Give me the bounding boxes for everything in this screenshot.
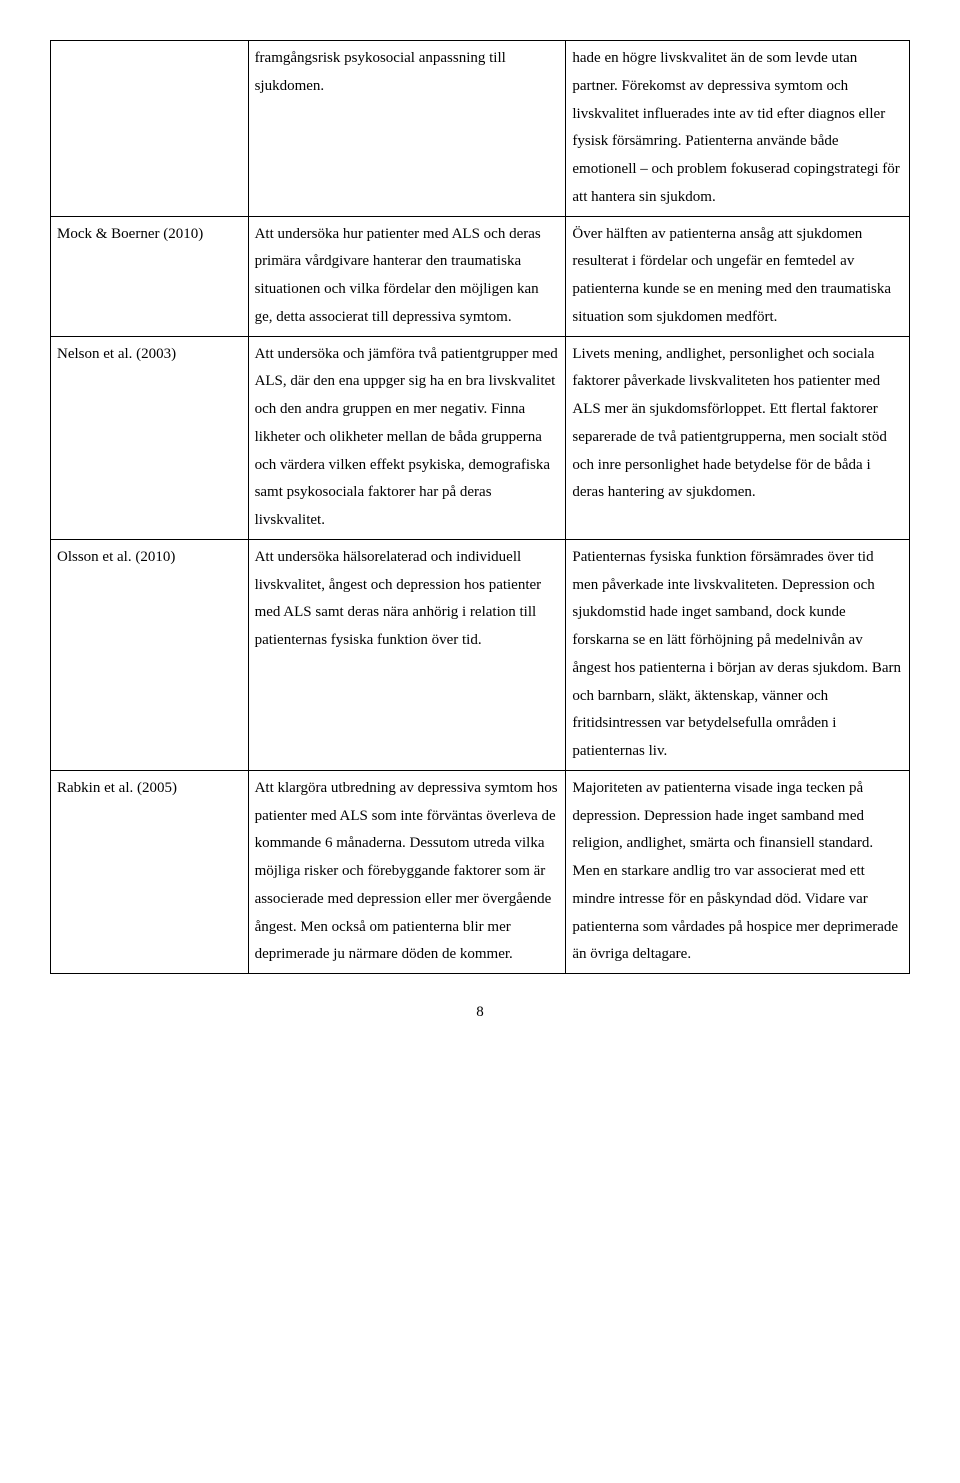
result-cell: Majoriteten av patienterna visade inga t… (566, 770, 910, 973)
table-row: Mock & Boerner (2010) Att undersöka hur … (51, 216, 910, 336)
table-row: Nelson et al. (2003) Att undersöka och j… (51, 336, 910, 539)
table-row: framgångsrisk psykosocial anpassning til… (51, 41, 910, 217)
author-cell (51, 41, 249, 217)
author-cell: Olsson et al. (2010) (51, 539, 249, 770)
table-row: Olsson et al. (2010) Att undersöka hälso… (51, 539, 910, 770)
page-number: 8 (50, 1004, 910, 1021)
table-row: Rabkin et al. (2005) Att klargöra utbred… (51, 770, 910, 973)
purpose-cell: Att undersöka hälsorelaterad och individ… (248, 539, 566, 770)
author-cell: Mock & Boerner (2010) (51, 216, 249, 336)
purpose-cell: Att klargöra utbredning av depressiva sy… (248, 770, 566, 973)
research-table: framgångsrisk psykosocial anpassning til… (50, 40, 910, 974)
purpose-cell: Att undersöka hur patienter med ALS och … (248, 216, 566, 336)
author-cell: Rabkin et al. (2005) (51, 770, 249, 973)
result-cell: Livets mening, andlighet, personlighet o… (566, 336, 910, 539)
result-cell: Över hälften av patienterna ansåg att sj… (566, 216, 910, 336)
purpose-cell: framgångsrisk psykosocial anpassning til… (248, 41, 566, 217)
result-cell: Patienternas fysiska funktion försämrade… (566, 539, 910, 770)
author-cell: Nelson et al. (2003) (51, 336, 249, 539)
purpose-cell: Att undersöka och jämföra två patientgru… (248, 336, 566, 539)
result-cell: hade en högre livskvalitet än de som lev… (566, 41, 910, 217)
